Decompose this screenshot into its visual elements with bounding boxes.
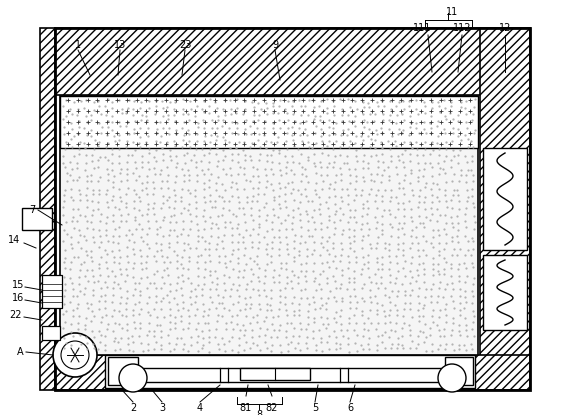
Bar	[60, 96, 478, 355]
Bar	[140, 368, 460, 382]
Bar	[240, 368, 310, 380]
Text: 16: 16	[12, 293, 24, 303]
Text: 13: 13	[114, 40, 126, 50]
Text: 12: 12	[499, 23, 511, 33]
Text: 22: 22	[10, 310, 22, 320]
Text: 6: 6	[347, 403, 353, 413]
Bar	[483, 255, 527, 330]
Bar	[22, 208, 52, 230]
Bar	[42, 326, 60, 340]
Bar	[42, 275, 62, 308]
Text: 82: 82	[266, 403, 278, 413]
Text: 5: 5	[312, 403, 318, 413]
Circle shape	[438, 364, 466, 392]
Text: 1: 1	[75, 40, 81, 50]
Text: 8: 8	[256, 410, 262, 415]
Text: 4: 4	[197, 403, 203, 413]
Circle shape	[53, 333, 97, 377]
Text: 2: 2	[130, 403, 136, 413]
Text: 7: 7	[29, 205, 35, 215]
Text: 112: 112	[453, 23, 471, 33]
Text: 3: 3	[159, 403, 165, 413]
Bar	[40, 28, 55, 390]
Text: 11: 11	[446, 7, 458, 17]
Text: A: A	[17, 347, 23, 357]
Text: 15: 15	[12, 280, 24, 290]
Bar	[480, 28, 530, 390]
Circle shape	[61, 341, 89, 369]
Bar	[55, 28, 530, 390]
Text: 23: 23	[179, 40, 191, 50]
Bar	[105, 355, 475, 388]
Circle shape	[119, 364, 147, 392]
Text: 81: 81	[240, 403, 252, 413]
Bar	[483, 148, 527, 250]
Bar	[108, 357, 138, 385]
Bar	[60, 96, 478, 148]
Text: 9: 9	[272, 40, 278, 50]
Text: 111: 111	[413, 23, 431, 33]
Bar	[55, 355, 530, 390]
Bar	[445, 357, 473, 385]
Bar	[55, 28, 530, 95]
Text: 14: 14	[8, 235, 20, 245]
